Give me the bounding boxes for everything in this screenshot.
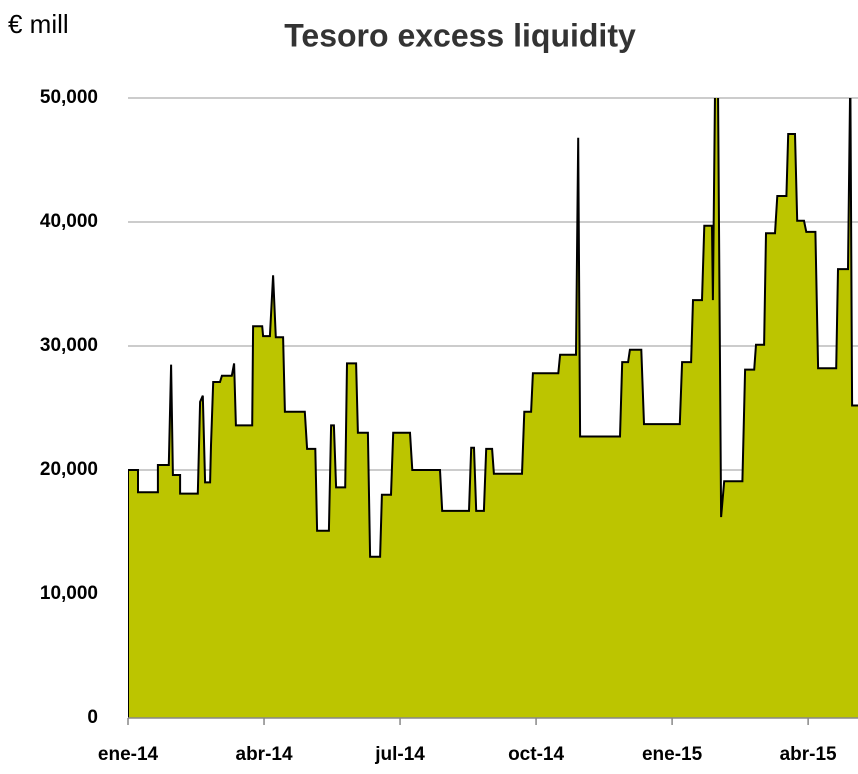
y-tick-label: 0 [87,707,98,728]
area [128,98,858,718]
x-tick-label: abr-15 [780,744,837,765]
y-tick-label: 30,000 [40,335,98,356]
x-tick-label: jul-14 [374,744,425,765]
chart-title: Tesoro excess liquidity [284,17,636,53]
x-tick-label: oct-14 [508,744,564,765]
axes: 0 10,000 20,000 30,000 40,000 50,000 ene-14 abr… [40,87,858,765]
y-tick-label: 20,000 [40,459,98,480]
plot-area [128,98,858,718]
y-tick-label: 40,000 [40,211,98,232]
x-tick-label: ene-15 [642,744,703,765]
unit-label: € mill [8,9,69,39]
y-tick-label: 50,000 [40,87,98,108]
x-tick-label: ene-14 [98,744,159,765]
y-tick-label: 10,000 [40,583,98,604]
line [128,98,858,718]
x-tick-label: abr-14 [236,744,293,765]
